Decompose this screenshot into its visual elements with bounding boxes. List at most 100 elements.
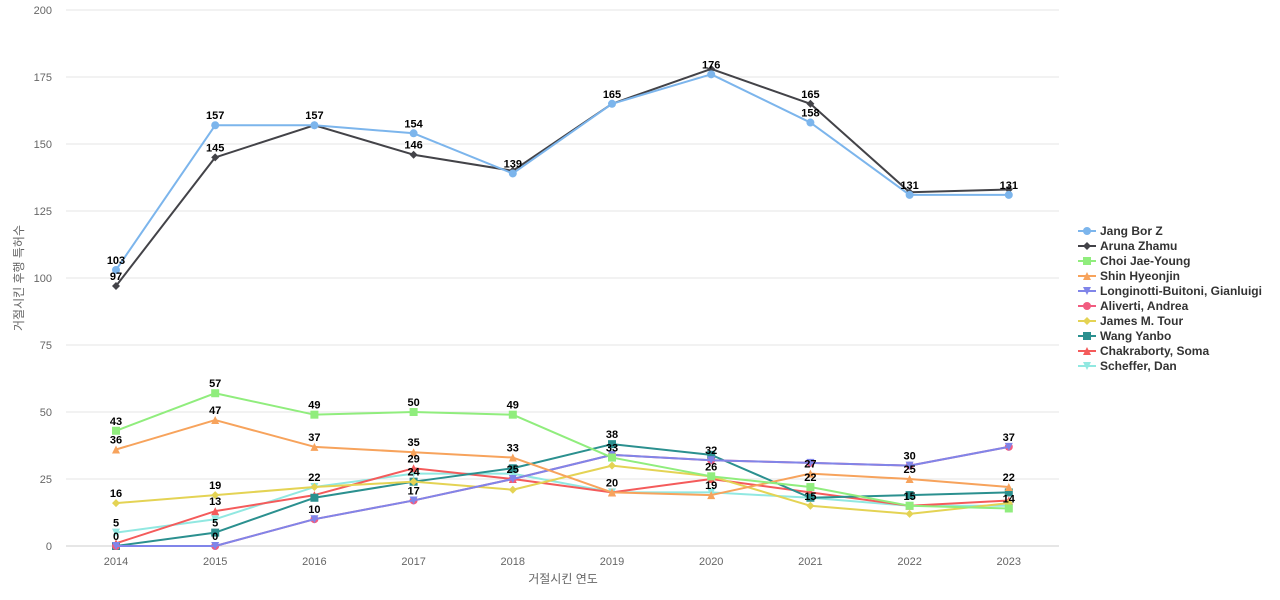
data-point	[211, 389, 220, 398]
legend-symbol-icon	[1078, 241, 1096, 250]
series-line	[115, 419, 1009, 497]
legend-item[interactable]: Choi Jae-Young	[1078, 253, 1262, 268]
series-longinotti-buitoni-gianluigi	[112, 442, 1013, 550]
data-label: 37	[308, 432, 320, 444]
data-label: 43	[110, 416, 122, 428]
legend-label: Wang Yanbo	[1100, 328, 1172, 343]
data-point	[905, 501, 914, 510]
legend-item[interactable]: Scheffer, Dan	[1078, 358, 1262, 373]
data-label: 103	[107, 255, 125, 267]
data-point	[409, 129, 418, 138]
legend-item[interactable]: Longinotti-Buitoni, Gianluigi	[1078, 283, 1262, 298]
data-point	[806, 458, 815, 467]
data-label: 165	[603, 89, 621, 101]
series-jang-bor-z	[112, 70, 1013, 274]
series-line	[115, 392, 1009, 510]
legend-label: Aruna Zhamu	[1100, 238, 1178, 253]
y-tick-label: 175	[34, 72, 52, 84]
data-label: 16	[110, 488, 122, 500]
data-labels: 1039743361650157145574719135015749372210…	[107, 59, 1018, 543]
legend-item[interactable]: Jang Bor Z	[1078, 223, 1262, 238]
series-wang-yanbo	[112, 440, 1013, 550]
data-point	[905, 190, 914, 199]
y-tick-label: 125	[34, 206, 52, 218]
y-tick-label: 50	[40, 407, 52, 419]
x-tick-label: 2019	[600, 556, 624, 568]
legend-item[interactable]: Wang Yanbo	[1078, 328, 1262, 343]
legend-item[interactable]: Chakraborty, Soma	[1078, 343, 1262, 358]
legend-item[interactable]: Aruna Zhamu	[1078, 238, 1262, 253]
data-label: 30	[903, 451, 915, 463]
data-label: 37	[1003, 432, 1015, 444]
data-point	[1004, 442, 1013, 451]
data-point	[1083, 226, 1091, 235]
data-label: 146	[404, 140, 422, 152]
series-line	[115, 67, 1009, 287]
data-point	[211, 121, 220, 130]
data-label: 19	[209, 480, 221, 492]
legend-label: Jang Bor Z	[1100, 223, 1163, 238]
data-label: 14	[1003, 493, 1016, 505]
legend-label: Chakraborty, Soma	[1100, 343, 1210, 358]
data-point	[806, 118, 815, 127]
data-point	[1083, 271, 1091, 280]
legend-symbol-icon	[1078, 301, 1096, 310]
data-point	[310, 442, 319, 451]
data-point	[112, 265, 120, 274]
data-point	[112, 426, 120, 435]
data-label: 165	[801, 89, 819, 101]
data-point	[608, 453, 616, 462]
data-point	[806, 469, 815, 478]
data-point	[409, 477, 418, 486]
y-tick-label: 100	[34, 273, 52, 285]
data-point	[310, 493, 319, 502]
legend-symbol-icon	[1078, 226, 1096, 235]
legend-label: Aliverti, Andrea	[1100, 298, 1189, 313]
data-point	[707, 491, 716, 500]
data-point	[707, 456, 716, 465]
data-point	[608, 99, 616, 108]
series-line	[115, 472, 1009, 534]
data-label: 157	[305, 110, 323, 122]
y-tick-label: 200	[34, 5, 52, 17]
data-point	[112, 499, 120, 508]
data-point	[1004, 488, 1013, 497]
series-line	[115, 467, 1009, 545]
legend-label: James M. Tour	[1100, 313, 1184, 328]
data-point	[707, 472, 716, 481]
x-tick-label: 2017	[401, 556, 425, 568]
data-point	[211, 542, 220, 550]
data-point	[707, 70, 716, 79]
data-label: 49	[308, 400, 320, 412]
legend-item[interactable]: James M. Tour	[1078, 313, 1262, 328]
data-label: 57	[209, 378, 221, 390]
legend-symbol-icon	[1078, 271, 1096, 280]
series-line	[116, 445, 1009, 547]
data-point	[1083, 286, 1091, 295]
legend-item[interactable]: Aliverti, Andrea	[1078, 298, 1262, 313]
y-tick-label: 75	[40, 340, 52, 352]
legend-item[interactable]: Shin Hyeonjin	[1078, 268, 1262, 283]
data-point	[1004, 504, 1013, 513]
data-point	[1083, 256, 1091, 265]
data-point	[211, 491, 220, 500]
data-point	[1083, 361, 1091, 370]
data-label: 0	[113, 531, 119, 543]
x-tick-label: 2022	[897, 556, 921, 568]
data-point	[608, 461, 616, 470]
data-label: 19	[705, 480, 717, 492]
legend-label: Longinotti-Buitoni, Gianluigi	[1100, 283, 1262, 298]
data-label: 49	[507, 400, 519, 412]
data-point	[211, 515, 220, 524]
data-label: 32	[705, 445, 717, 457]
data-point	[608, 488, 616, 497]
data-point	[508, 485, 517, 494]
x-tick-label: 2018	[501, 556, 525, 568]
data-point	[608, 440, 616, 449]
data-point	[806, 501, 815, 510]
data-point	[806, 483, 815, 492]
x-tick-label: 2021	[798, 556, 822, 568]
data-point	[211, 507, 220, 516]
data-label: 5	[113, 518, 119, 530]
